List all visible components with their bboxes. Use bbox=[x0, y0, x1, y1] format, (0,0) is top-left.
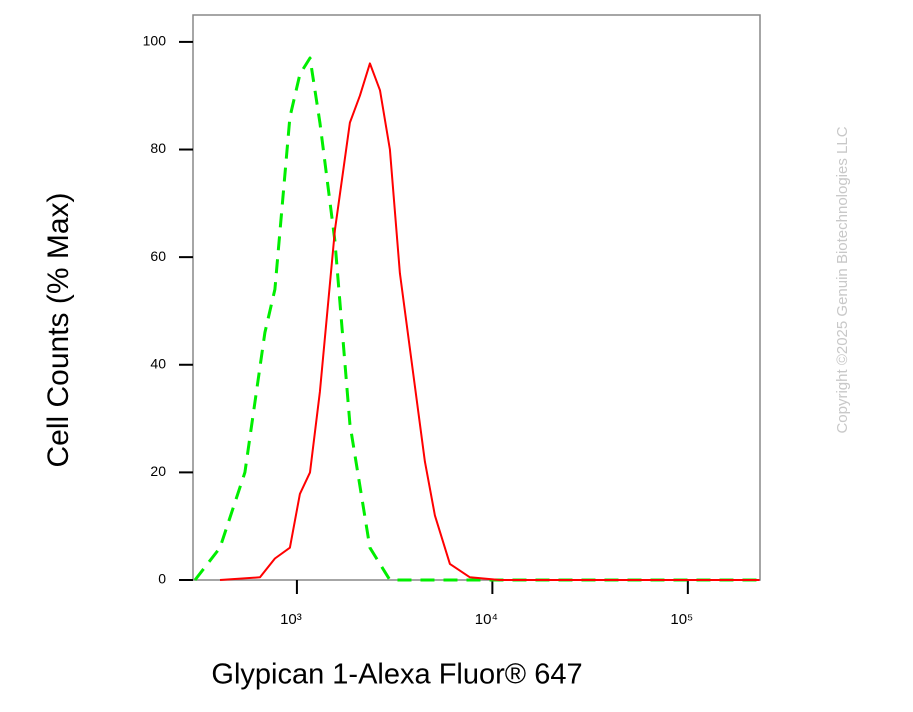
y-tick-label: 80 bbox=[150, 140, 166, 156]
x-axis-label: Glypican 1-Alexa Fluor® 647 bbox=[211, 659, 582, 691]
y-tick-label: 0 bbox=[158, 571, 166, 587]
x-tick-label: 10⁵ bbox=[670, 611, 693, 628]
histogram-curve bbox=[219, 62, 760, 581]
histogram-curve bbox=[193, 56, 760, 582]
y-tick-label: 20 bbox=[150, 463, 166, 479]
y-axis-label: Cell Counts (% Max) bbox=[42, 192, 75, 467]
y-tick-label: 60 bbox=[150, 248, 166, 264]
watermark: Copyright ©2025 Genuin Biotechnologies L… bbox=[834, 126, 851, 433]
plot-frame bbox=[192, 14, 761, 581]
x-tick-label: 10³ bbox=[280, 611, 302, 628]
y-tick-label: 40 bbox=[150, 355, 166, 371]
y-tick-label: 100 bbox=[143, 33, 167, 49]
x-tick-label: 10⁴ bbox=[475, 611, 498, 628]
